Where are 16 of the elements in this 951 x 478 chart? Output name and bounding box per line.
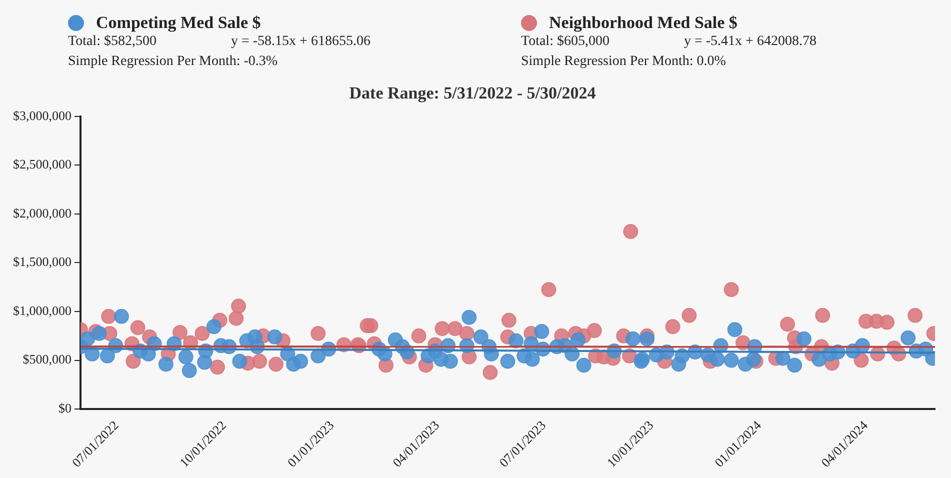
y-tick-label: $2,000,000: [13, 205, 72, 220]
y-tick-label: $1,500,000: [13, 254, 72, 270]
y-tick-label: $1,000,000: [13, 302, 72, 318]
text: y = -5.41x + 642008.78: [684, 34, 816, 50]
text: Total: $605,000: [521, 34, 610, 50]
y-tick-label: $3,000,000: [13, 108, 72, 123]
y-tick-label: $0: [58, 400, 72, 416]
y-tick-label: $2,500,000: [13, 156, 72, 172]
chart-title: Date Range: 5/31/2022 - 5/30/2024: [349, 84, 596, 103]
y-tick-label: $500,000: [22, 352, 72, 367]
text: Simple Regression Per Month: 0.0%: [521, 54, 727, 71]
text: y = -58.15x + 618655.06: [231, 34, 370, 50]
text: Total: $582,500: [68, 34, 156, 50]
legend-label: Neighborhood Med Sale $: [548, 12, 738, 34]
legend-label: Competing Med Sale $: [95, 12, 262, 34]
text: Simple Regression Per Month: -0.3%: [68, 54, 279, 71]
